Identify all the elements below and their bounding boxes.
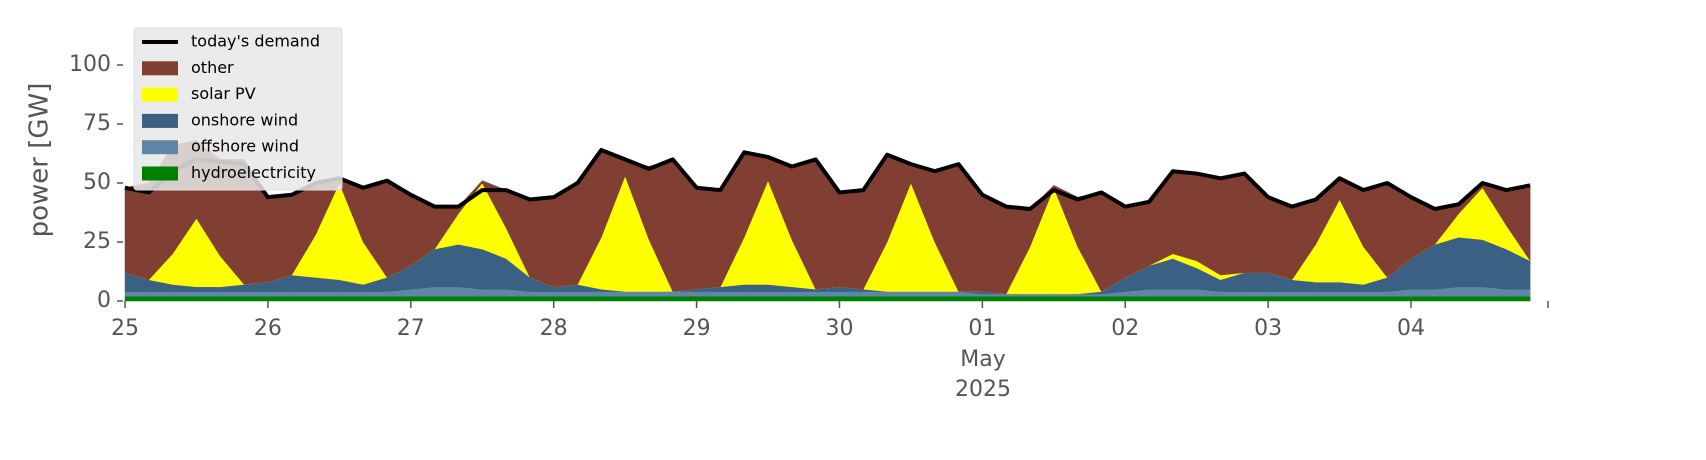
x-tick-label: 03 (1254, 316, 1282, 341)
legend-patch (142, 140, 178, 155)
x-tick-label: 25 (111, 316, 139, 341)
y-tick-label: 50 (83, 170, 111, 195)
legend-patch (142, 87, 178, 102)
x-tick-label: 27 (397, 316, 425, 341)
legend: today's demand other solar PV onshore wind o… (133, 27, 343, 191)
x-tick-label: 29 (683, 316, 711, 341)
legend-label: hydroelectricity (191, 163, 316, 182)
y-axis-label: power [GW] (25, 83, 55, 238)
legend-patch (142, 113, 178, 128)
legend-label: offshore wind (191, 137, 299, 156)
x-tick-label: 30 (825, 316, 853, 341)
y-tick-label: 75 (83, 111, 111, 136)
legend-box (133, 27, 343, 191)
x-tick-label: 28 (540, 316, 568, 341)
x-tick-label: 26 (254, 316, 282, 341)
x-year-label: 2025 (955, 377, 1011, 402)
legend-patch (142, 61, 178, 76)
x-tick-label: 01 (968, 316, 996, 341)
demand-line (124, 147, 1531, 211)
legend-label: today's demand (191, 32, 320, 51)
legend-label: solar PV (191, 84, 256, 103)
x-tick-label: 04 (1397, 316, 1425, 341)
legend-label: other (191, 58, 234, 77)
x-month-label: May (960, 347, 1005, 372)
y-tick-label: 25 (83, 229, 111, 254)
y-tick-label: 0 (97, 288, 111, 313)
legend-patch (142, 166, 178, 181)
stacked-area (124, 296, 1531, 302)
x-tick-label: 02 (1111, 316, 1139, 341)
y-tick-label: 100 (69, 52, 111, 77)
legend-label: onshore wind (191, 110, 298, 129)
